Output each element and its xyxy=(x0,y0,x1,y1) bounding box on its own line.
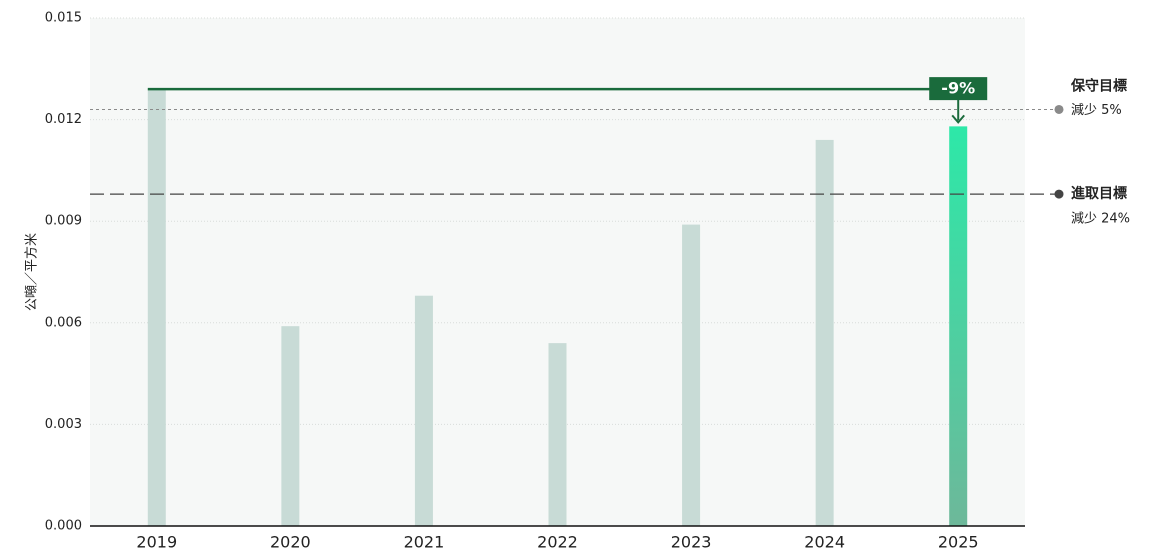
x-tick-label: 2025 xyxy=(938,533,979,552)
x-tick-label: 2022 xyxy=(537,533,578,552)
x-tick-label: 2020 xyxy=(270,533,311,552)
bar xyxy=(281,326,300,526)
reference-note: 減少 24% xyxy=(1071,211,1130,227)
y-tick-label: 0.009 xyxy=(45,214,82,229)
y-tick-label: 0.003 xyxy=(45,417,82,432)
y-tick-label: 0.015 xyxy=(45,11,82,26)
reference-name: 保守目標 xyxy=(1070,77,1127,94)
y-axis-label: 公噸／平方米 xyxy=(24,233,40,311)
x-tick-label: 2019 xyxy=(136,533,177,552)
bar xyxy=(147,89,166,527)
annotation-label: -9% xyxy=(941,79,975,98)
bar xyxy=(815,139,834,527)
bar xyxy=(682,224,701,526)
y-tick-label: 0.012 xyxy=(45,112,82,127)
bar xyxy=(949,126,968,526)
reference-dot xyxy=(1054,189,1064,199)
bar xyxy=(414,295,433,526)
x-tick-label: 2023 xyxy=(671,533,712,552)
reference-name: 進取目標 xyxy=(1071,185,1127,202)
reference-dot xyxy=(1054,104,1064,114)
annotation-box xyxy=(929,77,988,101)
bar xyxy=(548,343,567,526)
x-tick-label: 2021 xyxy=(404,533,445,552)
reference-note: 減少 5% xyxy=(1071,102,1122,118)
x-tick-label: 2024 xyxy=(804,533,845,552)
annotation-arrowhead xyxy=(951,114,965,124)
y-tick-label: 0.000 xyxy=(45,519,82,534)
y-tick-label: 0.006 xyxy=(45,315,82,330)
